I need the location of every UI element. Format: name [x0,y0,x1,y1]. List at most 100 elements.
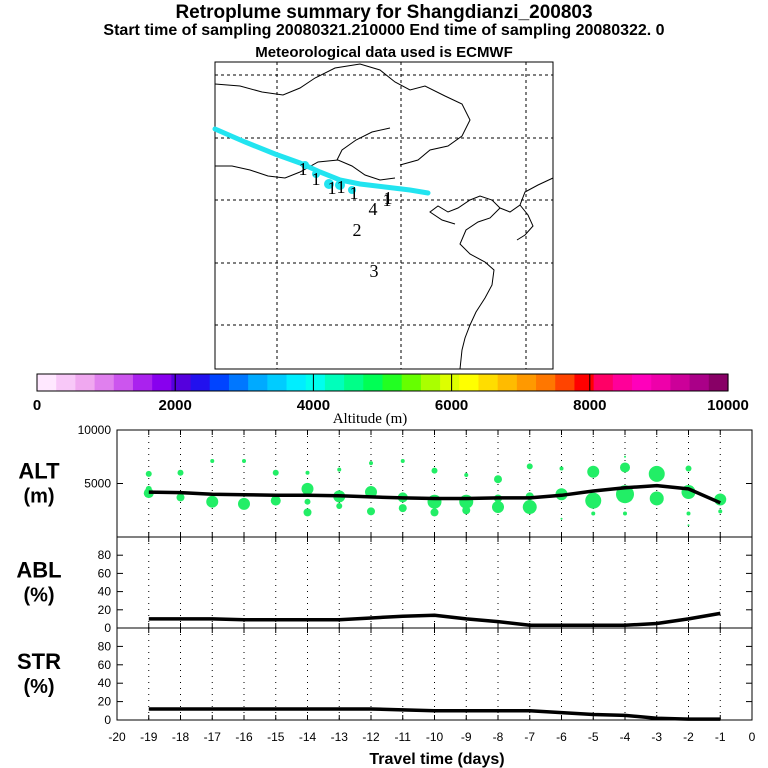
altitude-dot [303,508,312,517]
colorbar-swatch [670,374,691,391]
map-day-label: 1 [350,183,359,203]
altitude-dot [522,500,537,515]
colorbar-swatch [612,374,633,391]
colorbar-swatch [574,374,595,391]
altitude-dot [145,485,152,492]
x-axis-label: Travel time (days) [369,751,504,768]
retroplume-track [212,126,431,196]
altitude-dot [648,465,665,482]
colorbar-swatch [344,374,364,391]
x-tick-label: -2 [683,730,694,744]
map-day-label: 1 [299,159,308,179]
x-tick-label: -7 [524,730,535,744]
altitude-dot [270,495,281,506]
colorbar-swatch [440,374,460,391]
colorbar-tick-label: 4000 [297,397,330,414]
altitude-dot [686,511,691,516]
x-tick-label: -14 [299,730,317,744]
colorbar-swatch [228,374,249,391]
colorbar-swatch [75,374,96,391]
colorbar-swatch [689,374,710,391]
x-tick-label: -3 [651,730,662,744]
map-day-label: 1 [384,188,393,208]
colorbar-swatches [37,374,729,391]
colorbar-swatch [516,374,537,391]
altitude-dot [400,459,405,464]
x-tick-label: -18 [172,730,190,744]
y-tick-label: 20 [98,603,112,617]
x-tick-label: -10 [426,730,444,744]
map-frame [214,61,554,370]
altitude-dot [526,463,533,470]
altitude-dot [337,467,342,472]
altitude-dot [462,506,471,515]
altitude-dot [718,509,723,514]
altitude-dot [591,511,596,516]
y-axis-label: ABL [16,558,61,583]
y-tick-label: 60 [98,566,112,580]
map-day-label: 1 [383,190,392,210]
map-day-label: 1 [312,169,321,189]
altitude-dot [210,459,215,464]
colorbar-swatch [536,374,556,391]
y-tick-label: 60 [98,658,112,672]
colorbar-swatch [324,374,345,391]
altitude-dot [620,462,630,473]
altitude-dot [494,475,502,484]
colorbar-swatch [37,374,57,391]
map-release-dot [348,186,356,194]
x-tick-label: -6 [556,730,567,744]
colorbar-swatch [401,374,422,391]
x-tick-label: -4 [620,730,631,744]
x-tick-label: -15 [267,730,285,744]
y-tick-label: 40 [98,585,112,599]
colorbar-swatch [593,374,614,391]
altitude-dot [367,507,375,516]
y-axis-unit: (%) [23,676,54,698]
chart-subtitle: Start time of sampling 20080321.210000 E… [103,22,665,39]
altitude-dot [464,472,469,477]
colorbar-swatch [132,374,153,391]
altitude-dot [238,497,250,510]
map-day-label: 4 [369,199,378,219]
altitude-dot [587,465,600,478]
x-tick-label: -19 [140,730,158,744]
series-line [148,483,722,505]
altitude-dot [369,461,373,466]
map-day-labels: 1 1 1 1 1 14 123 [299,159,393,281]
y-tick-label: 0 [104,621,111,635]
x-tick-label: -5 [588,730,599,744]
colorbar-swatch [113,374,134,391]
colorbar-swatch [94,374,115,391]
y-tick-label: 80 [98,639,112,653]
map-release-dot [335,180,345,190]
altitude-dot [431,467,438,474]
colorbar-tick-label: 8000 [573,397,606,414]
x-axis: -20 -19 -18 -17 -16 -15 -14 -13 -12 -11 -10 -9 -8 -7-… [108,730,755,768]
y-tick-label: 40 [98,676,112,690]
altitude-dot [649,491,664,506]
y-axis-label: STR [17,649,61,674]
y-tick-label: 0 [104,713,111,727]
map-day-label: 3 [370,261,379,281]
colorbar-swatch [497,374,518,391]
series-line [148,611,721,628]
altitude-dot [145,470,152,477]
colorbar-tick-label: 2000 [159,397,192,414]
colorbar-swatch [305,374,326,391]
map-day-label: 2 [353,220,362,240]
colorbar-swatch [555,374,576,391]
altitude-dot [301,482,314,495]
colorbar-swatch [420,374,441,391]
altitude-dot [623,511,627,516]
altitude-dot [177,469,184,476]
altitude-dot [304,498,311,505]
x-tick-label: -8 [493,730,504,744]
colorbar-swatch [651,374,672,391]
x-tick-label: -9 [461,730,472,744]
map-day-label: 1 [337,177,346,197]
colorbar-swatch [209,374,230,391]
colorbar-swatch [363,374,384,391]
colorbar-tick-label: 0 [33,397,41,414]
